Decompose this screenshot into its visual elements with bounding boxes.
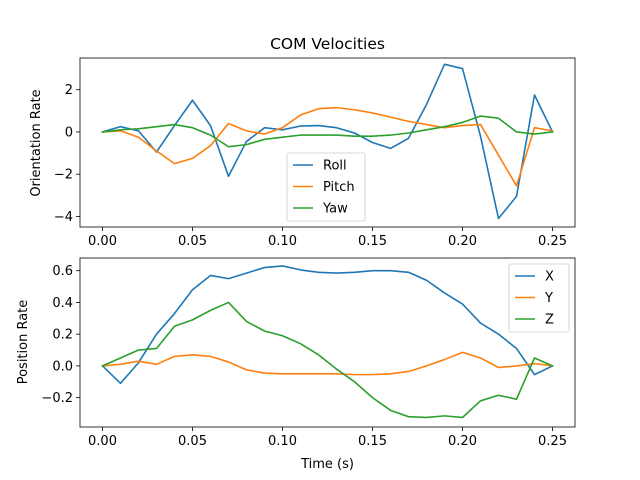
legend-label-roll: Roll (323, 159, 347, 174)
x-tick-label: 0.00 (88, 434, 117, 449)
legend-label-y: Y (544, 291, 553, 306)
series-line-pitch (101, 106, 554, 187)
legend-bottom: XYZ (508, 263, 570, 333)
x-tick-label: 0.25 (538, 434, 567, 449)
x-tick-label: 0.25 (538, 234, 567, 249)
legend-label-pitch: Pitch (323, 180, 355, 195)
legend-label-x: X (545, 270, 554, 285)
x-axis-label: Time (s) (300, 457, 354, 472)
series-line-y (101, 351, 554, 376)
x-tick-label: 0.20 (448, 434, 477, 449)
y-tick-label: 0 (65, 125, 73, 140)
y-tick-label: −2 (54, 168, 73, 183)
legend-label-yaw: Yaw (322, 202, 348, 217)
legend-top: Roll Pitch Yaw (286, 152, 366, 222)
x-tick-label: 0.10 (268, 234, 297, 249)
y-axis-label-orientation: Orientation Rate (29, 89, 44, 196)
y-tick-label: −0.2 (41, 391, 73, 406)
x-tick-label: 0.05 (178, 434, 207, 449)
x-tick-label: 0.15 (358, 434, 387, 449)
x-tick-label: 0.20 (448, 234, 477, 249)
series-lines-bottom (101, 265, 554, 419)
y-tick-label: 0.4 (52, 296, 73, 311)
axis-ticks-top: 0.00 0.05 0.10 0.15 0.20 0.25 −4 −2 0 2 (54, 83, 567, 249)
x-tick-label: 0.15 (358, 234, 387, 249)
y-axis-label-position: Position Rate (16, 300, 31, 385)
chart-title: COM Velocities (270, 35, 385, 53)
x-tick-label: 0.00 (88, 234, 117, 249)
legend-box (286, 152, 366, 222)
series-line-yaw (101, 115, 554, 148)
y-tick-label: 0.2 (52, 328, 73, 343)
series-lines-top (101, 63, 554, 220)
axis-ticks-bottom: 0.00 0.05 0.10 0.15 0.20 0.25 −0.2 0.0 0.2 0.4 0.6 (41, 264, 567, 449)
y-tick-label: 0.0 (52, 359, 73, 374)
y-tick-label: −4 (54, 210, 73, 225)
legend-box (508, 263, 570, 333)
orientation-rate-subplot: COM Velocities Orientation Rate 0.00 0.05… (29, 35, 576, 249)
position-rate-subplot: Position Rate Time (s) 0.00 0.05 0.10 0.15 0… (16, 257, 576, 472)
axes-frame-bottom (79, 257, 576, 428)
x-tick-label: 0.10 (268, 434, 297, 449)
legend-label-z: Z (545, 313, 554, 328)
axes-frame-top (79, 57, 576, 228)
x-tick-label: 0.05 (178, 234, 207, 249)
series-line-x (101, 265, 554, 385)
series-line-z (101, 301, 554, 419)
y-tick-label: 2 (65, 83, 73, 98)
y-tick-label: 0.6 (52, 264, 73, 279)
